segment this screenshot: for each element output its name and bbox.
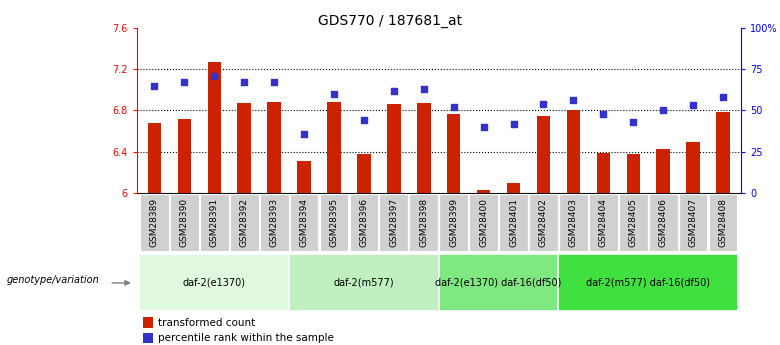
Point xyxy=(358,118,370,123)
Text: daf-2(m577) daf-16(df50): daf-2(m577) daf-16(df50) xyxy=(587,278,711,288)
Text: GSM28400: GSM28400 xyxy=(479,198,488,247)
Bar xyxy=(686,142,700,193)
Point xyxy=(328,91,340,97)
Bar xyxy=(143,333,154,344)
Bar xyxy=(559,194,588,251)
Point xyxy=(567,98,580,103)
Text: GSM28397: GSM28397 xyxy=(389,198,399,247)
Bar xyxy=(147,123,161,193)
Point xyxy=(298,131,310,136)
Point xyxy=(238,79,250,85)
Bar xyxy=(657,149,670,193)
Bar xyxy=(207,62,221,193)
Bar xyxy=(709,194,737,251)
Bar xyxy=(619,194,647,251)
Text: genotype/variation: genotype/variation xyxy=(7,275,100,285)
Bar xyxy=(297,161,310,193)
Bar xyxy=(589,194,618,251)
Text: GSM28403: GSM28403 xyxy=(569,198,578,247)
Point xyxy=(448,104,460,110)
Text: daf-2(e1370) daf-16(df50): daf-2(e1370) daf-16(df50) xyxy=(435,278,562,288)
Bar xyxy=(410,194,438,251)
Bar xyxy=(470,194,498,251)
Bar xyxy=(626,154,640,193)
Text: GSM28394: GSM28394 xyxy=(300,198,309,247)
Text: GSM28393: GSM28393 xyxy=(270,198,278,247)
Text: GSM28406: GSM28406 xyxy=(658,198,668,247)
Bar xyxy=(477,190,491,193)
Point xyxy=(178,79,190,85)
Point xyxy=(388,88,400,93)
Point xyxy=(657,108,669,113)
Text: GSM28408: GSM28408 xyxy=(718,198,728,247)
Bar xyxy=(537,116,550,193)
Point xyxy=(627,119,640,125)
Bar xyxy=(447,114,460,193)
Bar xyxy=(260,194,289,251)
Text: GSM28399: GSM28399 xyxy=(449,198,458,247)
Point xyxy=(148,83,161,88)
Bar xyxy=(143,317,154,328)
Bar xyxy=(679,194,707,251)
Bar xyxy=(438,254,558,312)
Text: GSM28398: GSM28398 xyxy=(420,198,428,247)
Bar xyxy=(230,194,259,251)
Text: GSM28405: GSM28405 xyxy=(629,198,638,247)
Bar xyxy=(328,102,341,193)
Bar xyxy=(289,194,318,251)
Bar xyxy=(417,103,431,193)
Text: daf-2(e1370): daf-2(e1370) xyxy=(183,278,246,288)
Text: GSM28392: GSM28392 xyxy=(239,198,249,247)
Bar xyxy=(597,153,610,193)
Bar xyxy=(387,104,401,193)
Text: GDS770 / 187681_at: GDS770 / 187681_at xyxy=(318,14,462,28)
Bar xyxy=(439,194,468,251)
Bar xyxy=(289,254,438,312)
Bar xyxy=(140,194,168,251)
Bar xyxy=(268,102,281,193)
Bar xyxy=(178,119,191,193)
Point xyxy=(717,95,729,100)
Text: GSM28389: GSM28389 xyxy=(150,198,159,247)
Bar xyxy=(170,194,199,251)
Bar xyxy=(200,194,229,251)
Bar xyxy=(558,254,738,312)
Text: percentile rank within the sample: percentile rank within the sample xyxy=(158,333,334,343)
Text: daf-2(m577): daf-2(m577) xyxy=(334,278,394,288)
Bar xyxy=(237,103,251,193)
Text: GSM28402: GSM28402 xyxy=(539,198,548,247)
Text: GSM28390: GSM28390 xyxy=(180,198,189,247)
Text: GSM28395: GSM28395 xyxy=(329,198,339,247)
Text: GSM28391: GSM28391 xyxy=(210,198,219,247)
Point xyxy=(477,124,490,130)
Point xyxy=(597,111,610,117)
Text: GSM28396: GSM28396 xyxy=(360,198,368,247)
Point xyxy=(208,73,221,78)
Bar xyxy=(380,194,408,251)
Bar xyxy=(716,112,730,193)
Text: GSM28404: GSM28404 xyxy=(599,198,608,247)
Text: GSM28407: GSM28407 xyxy=(689,198,697,247)
Text: transformed count: transformed count xyxy=(158,318,255,328)
Point xyxy=(268,79,280,85)
Bar xyxy=(567,110,580,193)
Bar xyxy=(507,183,520,193)
Bar xyxy=(499,194,528,251)
Point xyxy=(417,86,430,92)
Bar xyxy=(357,154,370,193)
Point xyxy=(537,101,550,107)
Bar xyxy=(649,194,678,251)
Bar xyxy=(529,194,558,251)
Bar xyxy=(349,194,378,251)
Point xyxy=(687,103,700,108)
Bar xyxy=(140,254,289,312)
Point xyxy=(507,121,519,126)
Text: GSM28401: GSM28401 xyxy=(509,198,518,247)
Bar xyxy=(320,194,349,251)
